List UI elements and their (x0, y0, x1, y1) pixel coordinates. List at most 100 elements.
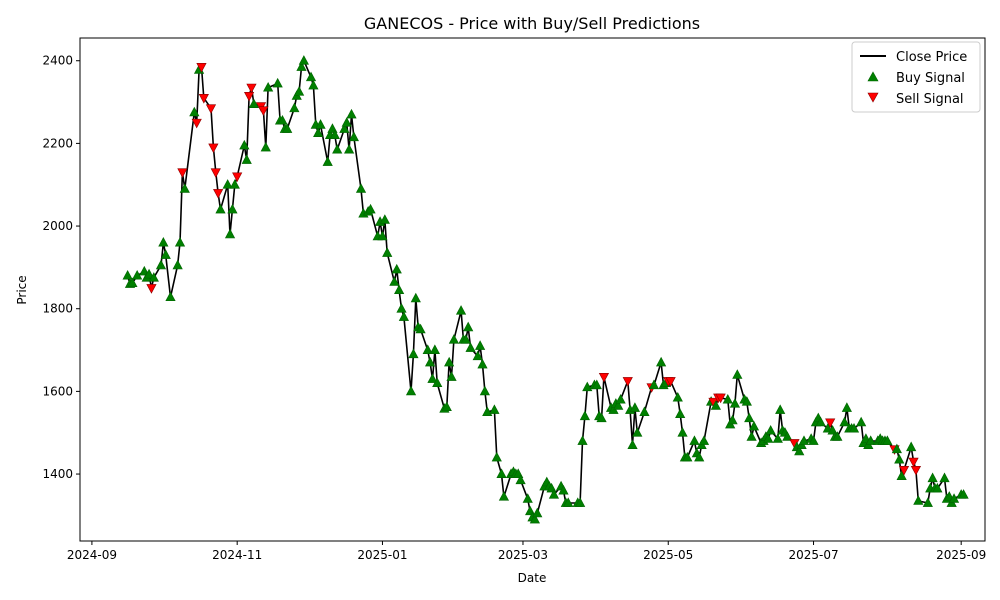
buy-signal-marker (741, 396, 752, 406)
buy-signal-marker (841, 402, 852, 412)
buy-signal-marker (341, 117, 352, 127)
buy-signal-marker (865, 435, 876, 445)
buy-signal-marker (398, 311, 409, 321)
sell-signal-marker (665, 377, 676, 387)
buy-signal-marker (627, 439, 638, 450)
buy-signal-marker (772, 433, 783, 443)
buy-signal-marker (558, 484, 569, 495)
plot-frame (79, 37, 986, 542)
buy-signal-marker (122, 270, 133, 280)
buy-signal-marker (710, 400, 721, 410)
buy-signal-marker (272, 77, 283, 88)
buy-signal-marker (932, 482, 943, 493)
buy-signal-marker (165, 291, 176, 302)
buy-signal-marker (939, 472, 950, 483)
buy-signal-marker (427, 373, 438, 383)
sell-signal-marker (208, 143, 219, 154)
buy-signal-marker (248, 98, 259, 109)
x-tick-label: 2025-05 (643, 548, 693, 562)
y-tick-label: 2000 (42, 219, 73, 233)
sell-signal-marker (258, 106, 269, 116)
buy-signal-marker (405, 385, 417, 396)
buy-signal-marker (432, 377, 443, 388)
buy-signal-marker (289, 102, 300, 113)
y-tick-label: 2400 (42, 54, 73, 68)
sell-signal-marker (232, 172, 243, 183)
buy-signal-marker (522, 493, 533, 503)
sell-signal-marker (825, 418, 836, 429)
buy-signal-marker (882, 435, 893, 445)
buy-signal-marker (794, 445, 805, 456)
buy-signal-marker (298, 55, 309, 65)
buy-signal-marker (322, 156, 333, 166)
buy-signal-marker (848, 422, 860, 433)
x-tick-label: 2025-09 (936, 548, 986, 562)
buy-signal-marker (172, 259, 183, 270)
buy-signal-marker (613, 400, 624, 410)
buy-signal-marker (732, 369, 743, 379)
buy-signal-marker (496, 468, 507, 478)
sell-signal-marker (622, 377, 633, 387)
buy-signal-marker (394, 284, 405, 295)
buy-signal-marker (148, 272, 159, 282)
buy-signal-marker (782, 431, 793, 441)
buy-signal-marker (515, 474, 526, 485)
sell-signal-marker (715, 393, 726, 404)
buy-signal-marker (224, 228, 236, 239)
buy-signal-marker (839, 416, 850, 427)
buy-signal-marker (227, 203, 238, 214)
buy-signal-marker (355, 183, 367, 193)
buy-signal-marker (463, 321, 474, 332)
buy-signal-marker (305, 71, 317, 82)
buy-signal-marker (639, 406, 650, 416)
buy-signal-marker (922, 497, 933, 507)
buy-signal-marker (896, 470, 907, 481)
sell-signal-marker (198, 94, 209, 104)
buy-signal-marker (694, 451, 705, 462)
buy-signal-marker (379, 214, 390, 224)
buy-signal-marker (241, 154, 252, 164)
buy-signal-marker (215, 203, 226, 214)
sell-signal-marker (908, 457, 919, 468)
buy-signal-marker (127, 277, 138, 287)
buy-signal-marker (296, 61, 307, 71)
buy-signal-marker (832, 431, 843, 441)
buy-signal-marker (455, 305, 467, 315)
buy-signal-marker (472, 350, 483, 361)
buy-signal-marker (410, 292, 421, 303)
buy-signal-marker (498, 491, 510, 501)
plot-area (80, 38, 985, 541)
buy-signal-marker (329, 129, 340, 140)
buy-signal-marker (315, 119, 326, 129)
buy-signal-marker (891, 443, 902, 454)
buy-signal-marker (913, 495, 924, 505)
buy-signal-marker (377, 230, 388, 241)
buy-signal-marker (579, 410, 590, 421)
buy-signal-marker (632, 427, 643, 437)
buy-signal-marker (339, 123, 350, 133)
buy-signal-marker (229, 179, 240, 189)
y-axis: 1400 1600 1800 2000 2200 2400 (42, 54, 80, 481)
chart-title: GANECOS - Price with Buy/Sell Prediction… (364, 14, 700, 33)
buy-signal-marker (460, 334, 471, 344)
buy-signal-marker (648, 379, 660, 390)
sell-signal-marker (910, 466, 922, 476)
buy-signal-marker (263, 81, 274, 92)
sell-signal-marker (177, 168, 188, 178)
buy-signal-marker (548, 489, 560, 499)
buy-signal-marker (282, 123, 293, 133)
buy-signal-marker (344, 143, 355, 154)
buy-signal-marker (441, 401, 452, 411)
buy-signal-marker (894, 453, 905, 464)
buy-signal-marker (415, 323, 426, 334)
buy-signal-marker (143, 268, 155, 279)
buy-signal-marker (465, 342, 476, 352)
sell-signal-marker (196, 63, 207, 73)
buy-signal-marker (155, 259, 167, 270)
buy-signal-marker (763, 433, 774, 443)
legend-box (851, 41, 981, 113)
buy-signal-marker (532, 507, 543, 518)
buy-signal-marker (348, 131, 359, 142)
buy-signal-marker (698, 435, 710, 445)
buy-signal-marker (475, 340, 486, 350)
